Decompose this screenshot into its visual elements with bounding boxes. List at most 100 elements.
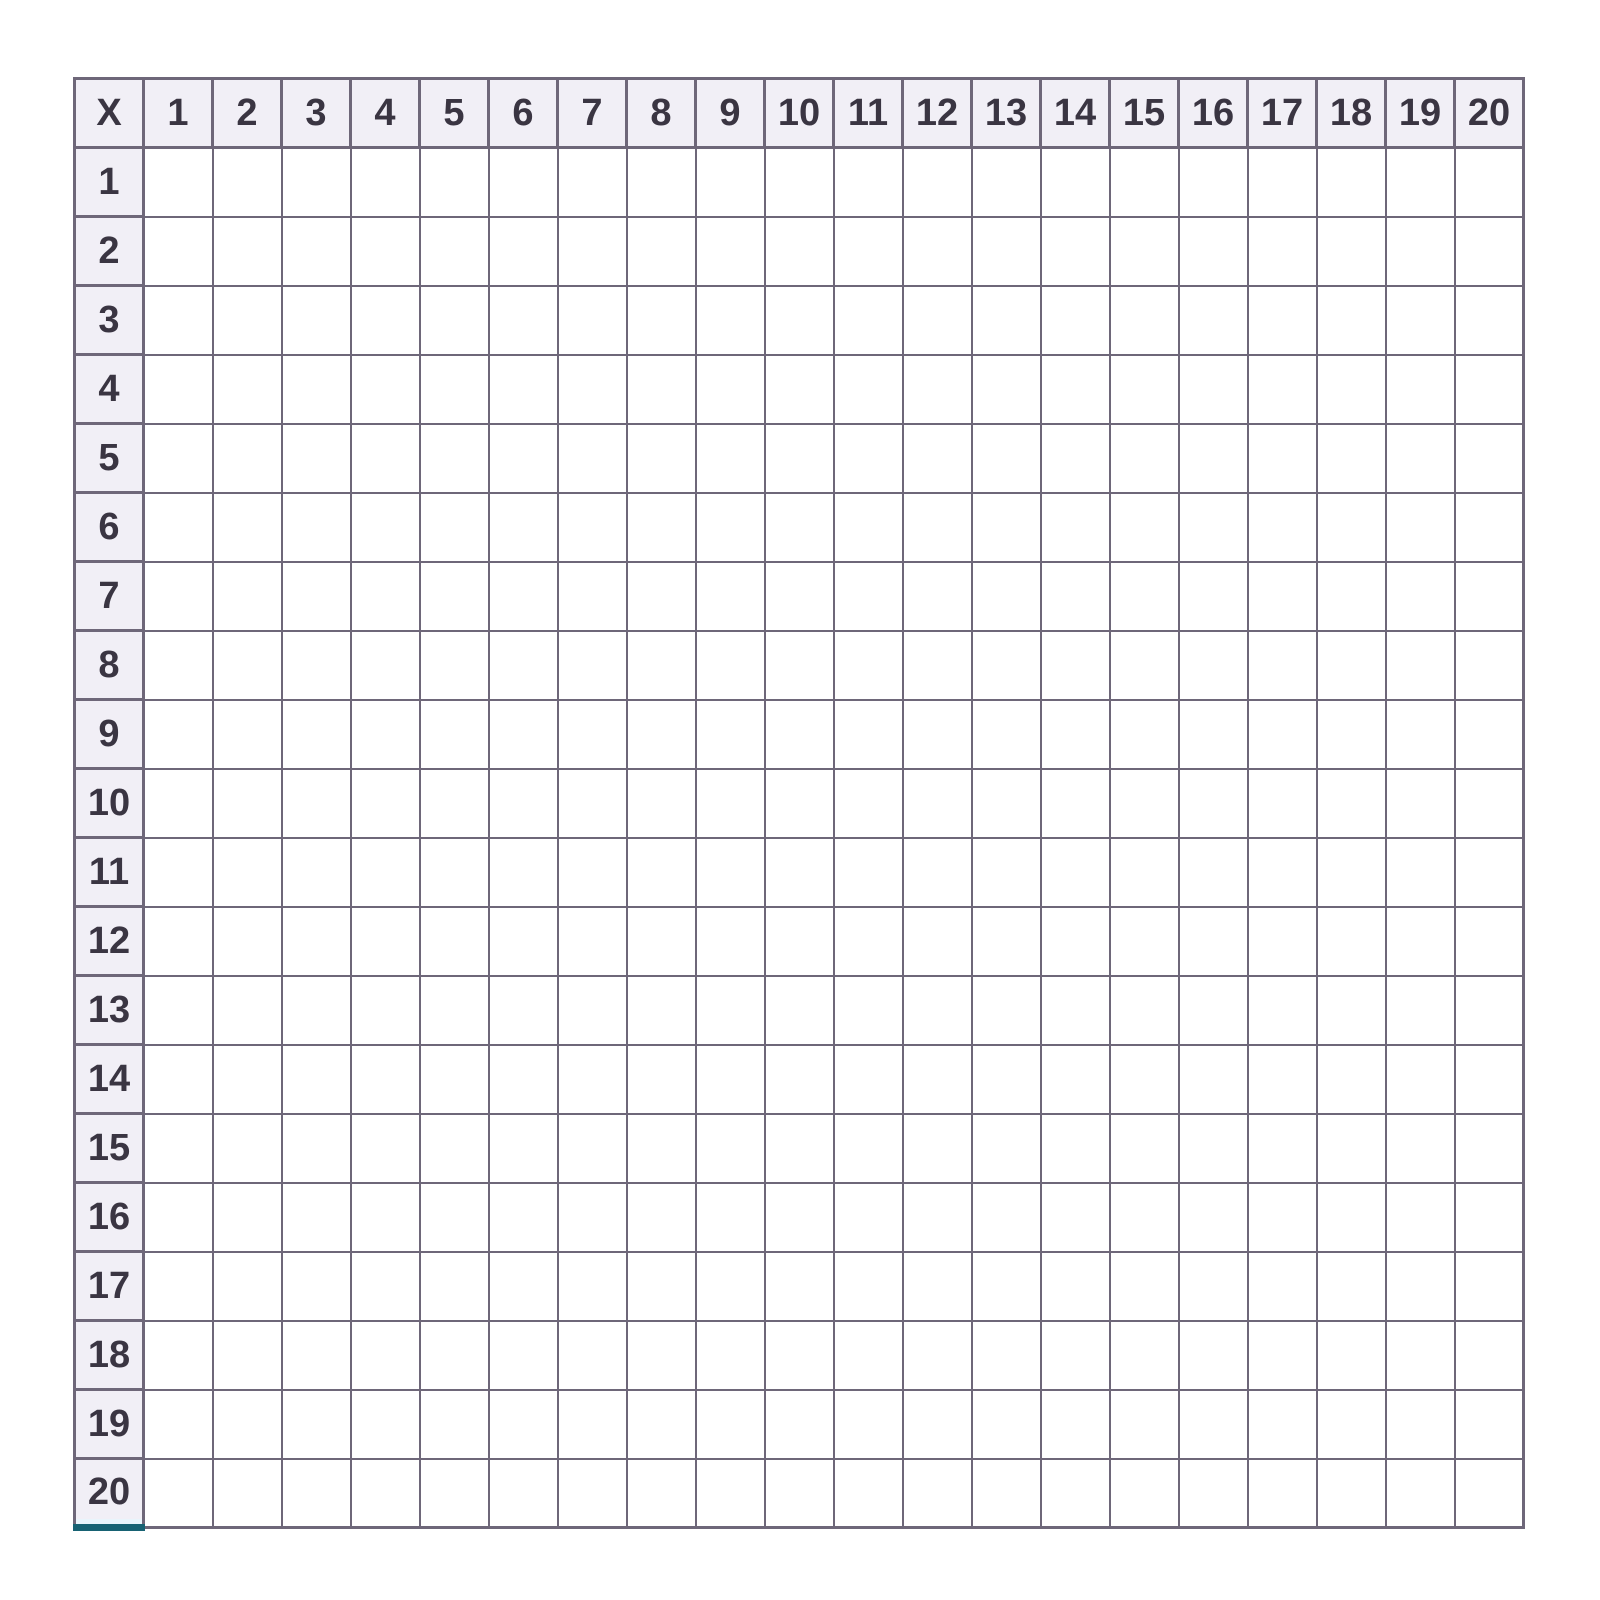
table-row-18: 18 <box>73 1319 1525 1391</box>
table-row-16: 16 <box>73 1181 1525 1253</box>
grid-cell-11x2 <box>211 836 283 908</box>
table-row-14: 14 <box>73 1043 1525 1115</box>
grid-cell-7x13 <box>970 560 1042 632</box>
grid-cell-15x20 <box>1453 1112 1525 1184</box>
row-header-1: 1 <box>73 146 145 218</box>
grid-cell-15x10 <box>763 1112 835 1184</box>
row-header-10: 10 <box>73 767 145 839</box>
grid-cell-8x17 <box>1246 629 1318 701</box>
row-header-7: 7 <box>73 560 145 632</box>
grid-cell-13x9 <box>694 974 766 1046</box>
grid-cell-7x19 <box>1384 560 1456 632</box>
grid-cell-6x16 <box>1177 491 1249 563</box>
grid-cell-13x5 <box>418 974 490 1046</box>
grid-cell-16x6 <box>487 1181 559 1253</box>
grid-cell-9x16 <box>1177 698 1249 770</box>
grid-cell-14x12 <box>901 1043 973 1115</box>
grid-cell-17x8 <box>625 1250 697 1322</box>
grid-cell-16x16 <box>1177 1181 1249 1253</box>
grid-cell-12x4 <box>349 905 421 977</box>
grid-cell-9x3 <box>280 698 352 770</box>
grid-cell-15x19 <box>1384 1112 1456 1184</box>
table-row-7: 7 <box>73 560 1525 632</box>
grid-cell-19x1 <box>142 1388 214 1460</box>
grid-cell-11x7 <box>556 836 628 908</box>
table-row-9: 9 <box>73 698 1525 770</box>
grid-cell-2x17 <box>1246 215 1318 287</box>
grid-cell-8x3 <box>280 629 352 701</box>
grid-cell-17x19 <box>1384 1250 1456 1322</box>
grid-cell-1x5 <box>418 146 490 218</box>
grid-cell-1x3 <box>280 146 352 218</box>
grid-cell-10x15 <box>1108 767 1180 839</box>
grid-cell-8x13 <box>970 629 1042 701</box>
grid-cell-3x9 <box>694 284 766 356</box>
grid-cell-18x6 <box>487 1319 559 1391</box>
grid-cell-15x18 <box>1315 1112 1387 1184</box>
grid-cell-18x5 <box>418 1319 490 1391</box>
column-header-15: 15 <box>1108 77 1180 149</box>
grid-cell-20x10 <box>763 1457 835 1529</box>
table-row-4: 4 <box>73 353 1525 425</box>
grid-cell-18x1 <box>142 1319 214 1391</box>
grid-cell-12x16 <box>1177 905 1249 977</box>
grid-cell-18x15 <box>1108 1319 1180 1391</box>
grid-cell-20x20 <box>1453 1457 1525 1529</box>
grid-cell-5x20 <box>1453 422 1525 494</box>
grid-cell-4x17 <box>1246 353 1318 425</box>
grid-cell-10x14 <box>1039 767 1111 839</box>
grid-cell-16x15 <box>1108 1181 1180 1253</box>
grid-cell-14x6 <box>487 1043 559 1115</box>
grid-cell-8x6 <box>487 629 559 701</box>
grid-cell-3x16 <box>1177 284 1249 356</box>
grid-cell-13x2 <box>211 974 283 1046</box>
grid-cell-11x19 <box>1384 836 1456 908</box>
grid-cell-3x4 <box>349 284 421 356</box>
grid-cell-19x15 <box>1108 1388 1180 1460</box>
grid-cell-6x13 <box>970 491 1042 563</box>
grid-cell-16x1 <box>142 1181 214 1253</box>
grid-cell-5x9 <box>694 422 766 494</box>
grid-cell-10x10 <box>763 767 835 839</box>
grid-cell-17x2 <box>211 1250 283 1322</box>
column-header-20: 20 <box>1453 77 1525 149</box>
grid-cell-5x5 <box>418 422 490 494</box>
grid-cell-6x19 <box>1384 491 1456 563</box>
grid-cell-15x5 <box>418 1112 490 1184</box>
grid-cell-19x10 <box>763 1388 835 1460</box>
grid-cell-17x4 <box>349 1250 421 1322</box>
grid-cell-15x7 <box>556 1112 628 1184</box>
grid-cell-2x12 <box>901 215 973 287</box>
grid-cell-18x19 <box>1384 1319 1456 1391</box>
grid-cell-18x8 <box>625 1319 697 1391</box>
grid-cell-16x17 <box>1246 1181 1318 1253</box>
grid-cell-19x19 <box>1384 1388 1456 1460</box>
grid-cell-20x5 <box>418 1457 490 1529</box>
grid-cell-20x6 <box>487 1457 559 1529</box>
grid-cell-11x13 <box>970 836 1042 908</box>
grid-cell-20x14 <box>1039 1457 1111 1529</box>
row-header-12: 12 <box>73 905 145 977</box>
grid-cell-10x8 <box>625 767 697 839</box>
grid-cell-17x6 <box>487 1250 559 1322</box>
grid-cell-3x8 <box>625 284 697 356</box>
grid-cell-8x19 <box>1384 629 1456 701</box>
row-header-17: 17 <box>73 1250 145 1322</box>
grid-cell-10x13 <box>970 767 1042 839</box>
table-row-10: 10 <box>73 767 1525 839</box>
grid-cell-14x10 <box>763 1043 835 1115</box>
grid-cell-5x4 <box>349 422 421 494</box>
grid-cell-15x14 <box>1039 1112 1111 1184</box>
grid-cell-19x14 <box>1039 1388 1111 1460</box>
grid-cell-6x12 <box>901 491 973 563</box>
grid-cell-7x8 <box>625 560 697 632</box>
grid-cell-16x20 <box>1453 1181 1525 1253</box>
grid-cell-4x9 <box>694 353 766 425</box>
grid-cell-14x16 <box>1177 1043 1249 1115</box>
grid-cell-11x17 <box>1246 836 1318 908</box>
grid-cell-18x20 <box>1453 1319 1525 1391</box>
grid-cell-2x5 <box>418 215 490 287</box>
table-row-12: 12 <box>73 905 1525 977</box>
grid-cell-16x5 <box>418 1181 490 1253</box>
grid-cell-1x6 <box>487 146 559 218</box>
